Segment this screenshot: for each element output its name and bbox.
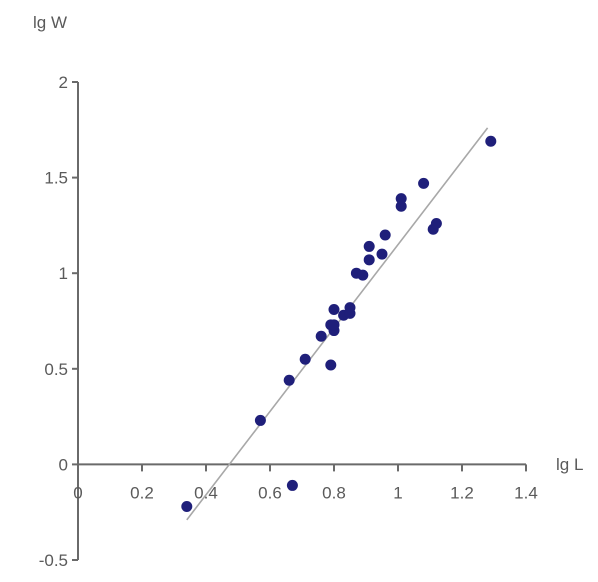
x-tick-label: 1.4 [514,483,538,502]
x-tick-label: 1 [393,483,402,502]
data-point [357,269,369,281]
data-point [395,200,407,212]
x-tick-label: 1.2 [450,483,474,502]
data-point [315,330,327,342]
x-tick-label: 0.2 [130,483,154,502]
y-tick-label: 2 [59,73,68,92]
data-point [286,479,298,491]
data-points [181,135,497,512]
x-tick-label: 0.4 [194,483,218,502]
data-point [485,135,497,147]
data-point [418,177,430,189]
data-point [379,229,391,241]
x-tick-label: 0 [73,483,82,502]
x-axis-title: lg L [556,455,583,474]
y-tick-label: 0.5 [44,360,68,379]
x-tick-label: 0.8 [322,483,346,502]
data-point [325,359,337,371]
y-tick-label: 1.5 [44,169,68,188]
data-point [363,254,375,266]
data-point [344,307,356,319]
data-point [254,414,266,426]
y-tick-label: 1 [59,264,68,283]
data-point [181,500,193,512]
data-point [430,217,442,229]
data-point [363,240,375,252]
data-point [283,374,295,386]
data-point [376,248,388,260]
tick-labels: -0.5 0 0.5 1 1.5 2 0 0.2 0.4 0.6 0.8 1 1.2 1.4 [39,73,538,570]
x-tick-label: 0.6 [258,483,282,502]
y-axis-title: lg W [33,13,67,32]
y-tick-label: -0.5 [39,551,68,570]
data-point [328,304,340,316]
data-point [328,319,340,331]
data-point [299,353,311,365]
data-point [395,193,407,205]
axes [72,81,527,561]
y-tick-label: 0 [59,455,68,474]
